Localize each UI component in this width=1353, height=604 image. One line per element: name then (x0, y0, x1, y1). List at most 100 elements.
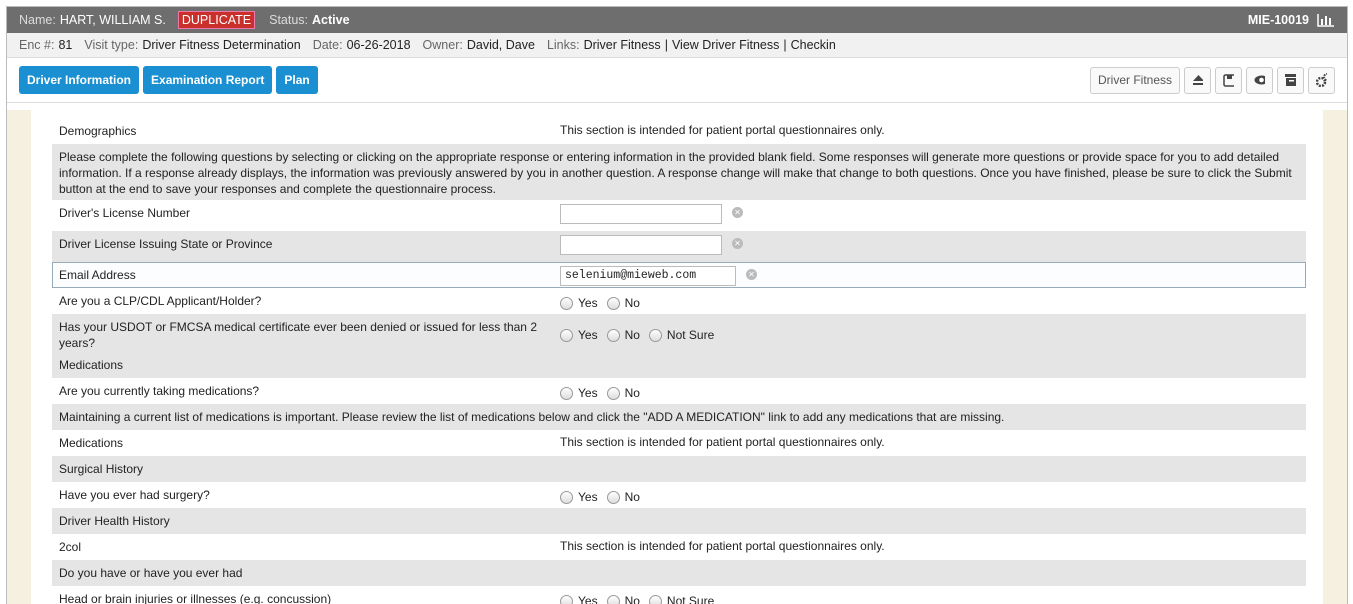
save-button[interactable] (1215, 67, 1242, 94)
radio-option[interactable]: Yes (560, 383, 598, 403)
radio[interactable] (607, 387, 620, 400)
text-input[interactable]: selenium@mieweb.com (560, 266, 736, 286)
question-label: Medications (59, 357, 560, 377)
patient-name: HART, WILLIAM S. (60, 13, 166, 27)
instructions: Maintaining a current list of medication… (59, 409, 1299, 429)
view-button[interactable] (1246, 67, 1273, 94)
radio-option[interactable]: No (607, 591, 640, 604)
question-label: Driver License Issuing State or Province (59, 236, 560, 261)
answer: This section is intended for patient por… (560, 123, 885, 143)
answer: ✕ (560, 236, 743, 261)
radio-option[interactable]: No (607, 487, 640, 507)
eject-button[interactable] (1184, 67, 1211, 94)
status: Active (312, 13, 350, 27)
answer: This section is intended for patient por… (560, 435, 885, 455)
encounter-bar: Enc #: 81 Visit type: Driver Fitness Determ… (7, 33, 1347, 58)
question-label: Have you ever had surgery? (59, 487, 560, 507)
status-label: Status: (269, 13, 308, 27)
radio[interactable] (607, 297, 620, 310)
form-row: Do you have or have you ever had (52, 560, 1306, 586)
answer: Yes No Not Sure (560, 319, 723, 351)
radio[interactable] (560, 491, 573, 504)
radio-label: Yes (578, 490, 598, 504)
section-note: This section is intended for patient por… (560, 435, 885, 455)
settings-button[interactable] (1308, 67, 1335, 94)
link-separator: | (665, 38, 668, 52)
text-input[interactable] (560, 204, 722, 224)
answer: selenium@mieweb.com ✕ (560, 267, 757, 287)
radio-option[interactable]: No (607, 383, 640, 403)
text-input[interactable] (560, 235, 722, 255)
form-row: Are you currently taking medications?Yes… (52, 378, 1306, 404)
patient-header: Name: HART, WILLIAM S. DUPLICATE Status:… (7, 7, 1347, 33)
section-note: This section is intended for patient por… (560, 123, 885, 143)
form-row: Have you ever had surgery? Yes No (52, 482, 1306, 508)
answer: Yes No (560, 487, 649, 507)
question-label: Driver Health History (59, 513, 560, 533)
radio-option[interactable]: Not Sure (649, 591, 714, 604)
instructions: Please complete the following questions … (59, 149, 1299, 199)
field-label: Visit type: (84, 38, 138, 52)
radio[interactable] (560, 329, 573, 342)
toolbar: Driver Information Examination Report Pl… (7, 58, 1347, 103)
form-row: Maintaining a current list of medication… (52, 404, 1306, 430)
radio[interactable] (607, 491, 620, 504)
form-row: Head or brain injuries or illnesses (e.g… (52, 586, 1306, 604)
radio-option[interactable]: Yes (560, 487, 598, 507)
form-row: Has your USDOT or FMCSA medical certific… (52, 314, 1306, 352)
field-label: Owner: (423, 38, 463, 52)
field-value: Driver Fitness Determination (142, 38, 300, 52)
answer: ✕ (560, 205, 743, 230)
archive-button[interactable] (1277, 67, 1304, 94)
radio-label: No (625, 296, 640, 310)
clear-button[interactable]: ✕ (746, 269, 757, 280)
radio-option[interactable]: Not Sure (649, 319, 714, 351)
field-label: Date: (313, 38, 343, 52)
radio[interactable] (560, 297, 573, 310)
radio-option[interactable]: No (607, 319, 640, 351)
field-label: Enc #: (19, 38, 54, 52)
form-row: Driver's License Number ✕ (52, 200, 1306, 231)
question-label: Demographics (59, 123, 560, 143)
link[interactable]: Driver Fitness (584, 38, 661, 52)
form-row: Medications (52, 352, 1306, 378)
radio[interactable] (560, 387, 573, 400)
tab[interactable]: Plan (276, 66, 317, 94)
tab[interactable]: Examination Report (143, 66, 272, 94)
form-row: Surgical History (52, 456, 1306, 482)
radio-label: No (625, 490, 640, 504)
action-button[interactable]: Driver Fitness (1090, 67, 1180, 94)
form-row: Driver License Issuing State or Province… (52, 231, 1306, 262)
radio-option[interactable]: Yes (560, 319, 598, 351)
clear-button[interactable]: ✕ (732, 207, 743, 218)
clear-button[interactable]: ✕ (732, 238, 743, 249)
question-label: Head or brain injuries or illnesses (e.g… (59, 591, 560, 604)
radio-label: No (625, 386, 640, 400)
radio-option[interactable]: Yes (560, 293, 598, 313)
chart-icon[interactable] (1317, 13, 1335, 27)
question-label: Has your USDOT or FMCSA medical certific… (59, 319, 560, 351)
app: Name: HART, WILLIAM S. DUPLICATE Status:… (6, 6, 1348, 604)
tab[interactable]: Driver Information (19, 66, 139, 94)
question-label: Are you currently taking medications? (59, 383, 560, 403)
name-label: Name: (19, 13, 56, 27)
radio-option[interactable]: Yes (560, 591, 598, 604)
radio[interactable] (607, 329, 620, 342)
radio-label: Not Sure (667, 328, 714, 342)
link[interactable]: View Driver Fitness (672, 38, 779, 52)
question-label: Medications (59, 435, 560, 455)
field-value: 81 (58, 38, 72, 52)
section-note: This section is intended for patient por… (560, 539, 885, 559)
radio[interactable] (649, 329, 662, 342)
record-id: MIE-10019 (1248, 13, 1309, 27)
radio-option[interactable]: No (607, 293, 640, 313)
link[interactable]: Checkin (791, 38, 836, 52)
question-label: Driver's License Number (59, 205, 560, 230)
field-value: 06-26-2018 (347, 38, 411, 52)
answer: This section is intended for patient por… (560, 539, 885, 559)
